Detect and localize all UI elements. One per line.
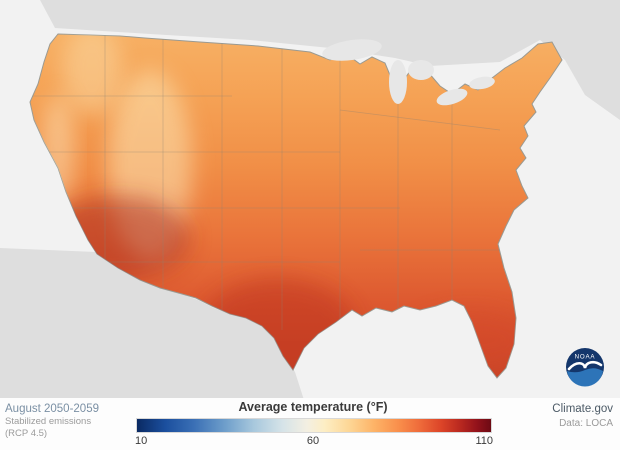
colorbar-legend: Average temperature (°F) 10 60 110 [133, 400, 493, 449]
state-borders [30, 34, 501, 330]
noaa-logo-text: NOAA [575, 354, 596, 361]
noaa-logo: NOAA [566, 348, 604, 387]
colorbar-title: Average temperature (°F) [238, 400, 388, 414]
great-lakes [322, 39, 495, 106]
map-canvas [0, 0, 620, 400]
footer: August 2050-2059 Stabilized emissions (R… [0, 398, 620, 450]
footer-left: August 2050-2059 Stabilized emissions (R… [5, 402, 99, 440]
colorbar-ticks: 10 60 110 [133, 435, 493, 449]
colorbar-tick-min: 10 [135, 435, 148, 447]
period-label: August 2050-2059 [5, 403, 99, 415]
lake-michigan [389, 60, 407, 104]
lake-huron [408, 60, 434, 80]
canada-landmass [0, 0, 620, 120]
scenario-label: Stabilized emissions [5, 416, 92, 428]
noaa-logo-ocean [567, 368, 603, 387]
colorbar-tick-max: 110 [475, 435, 493, 447]
noaa-seagull-icon [567, 360, 603, 371]
lake-ontario [469, 76, 495, 90]
colorbar-gradient [136, 418, 492, 433]
lake-superior [322, 39, 382, 61]
baja-peninsula [88, 252, 118, 318]
climate-gov-label: Climate.gov [552, 403, 613, 415]
lake-erie [436, 88, 468, 106]
mexico-landmass [0, 248, 304, 400]
cascades-cool-patch [62, 34, 122, 115]
colorbar-tick-mid: 60 [306, 435, 320, 447]
data-source-label: Data: LOCA [559, 417, 613, 429]
rcp-label: (RCP 4.5) [5, 428, 48, 440]
footer-right: Climate.gov Data: LOCA [552, 402, 613, 430]
